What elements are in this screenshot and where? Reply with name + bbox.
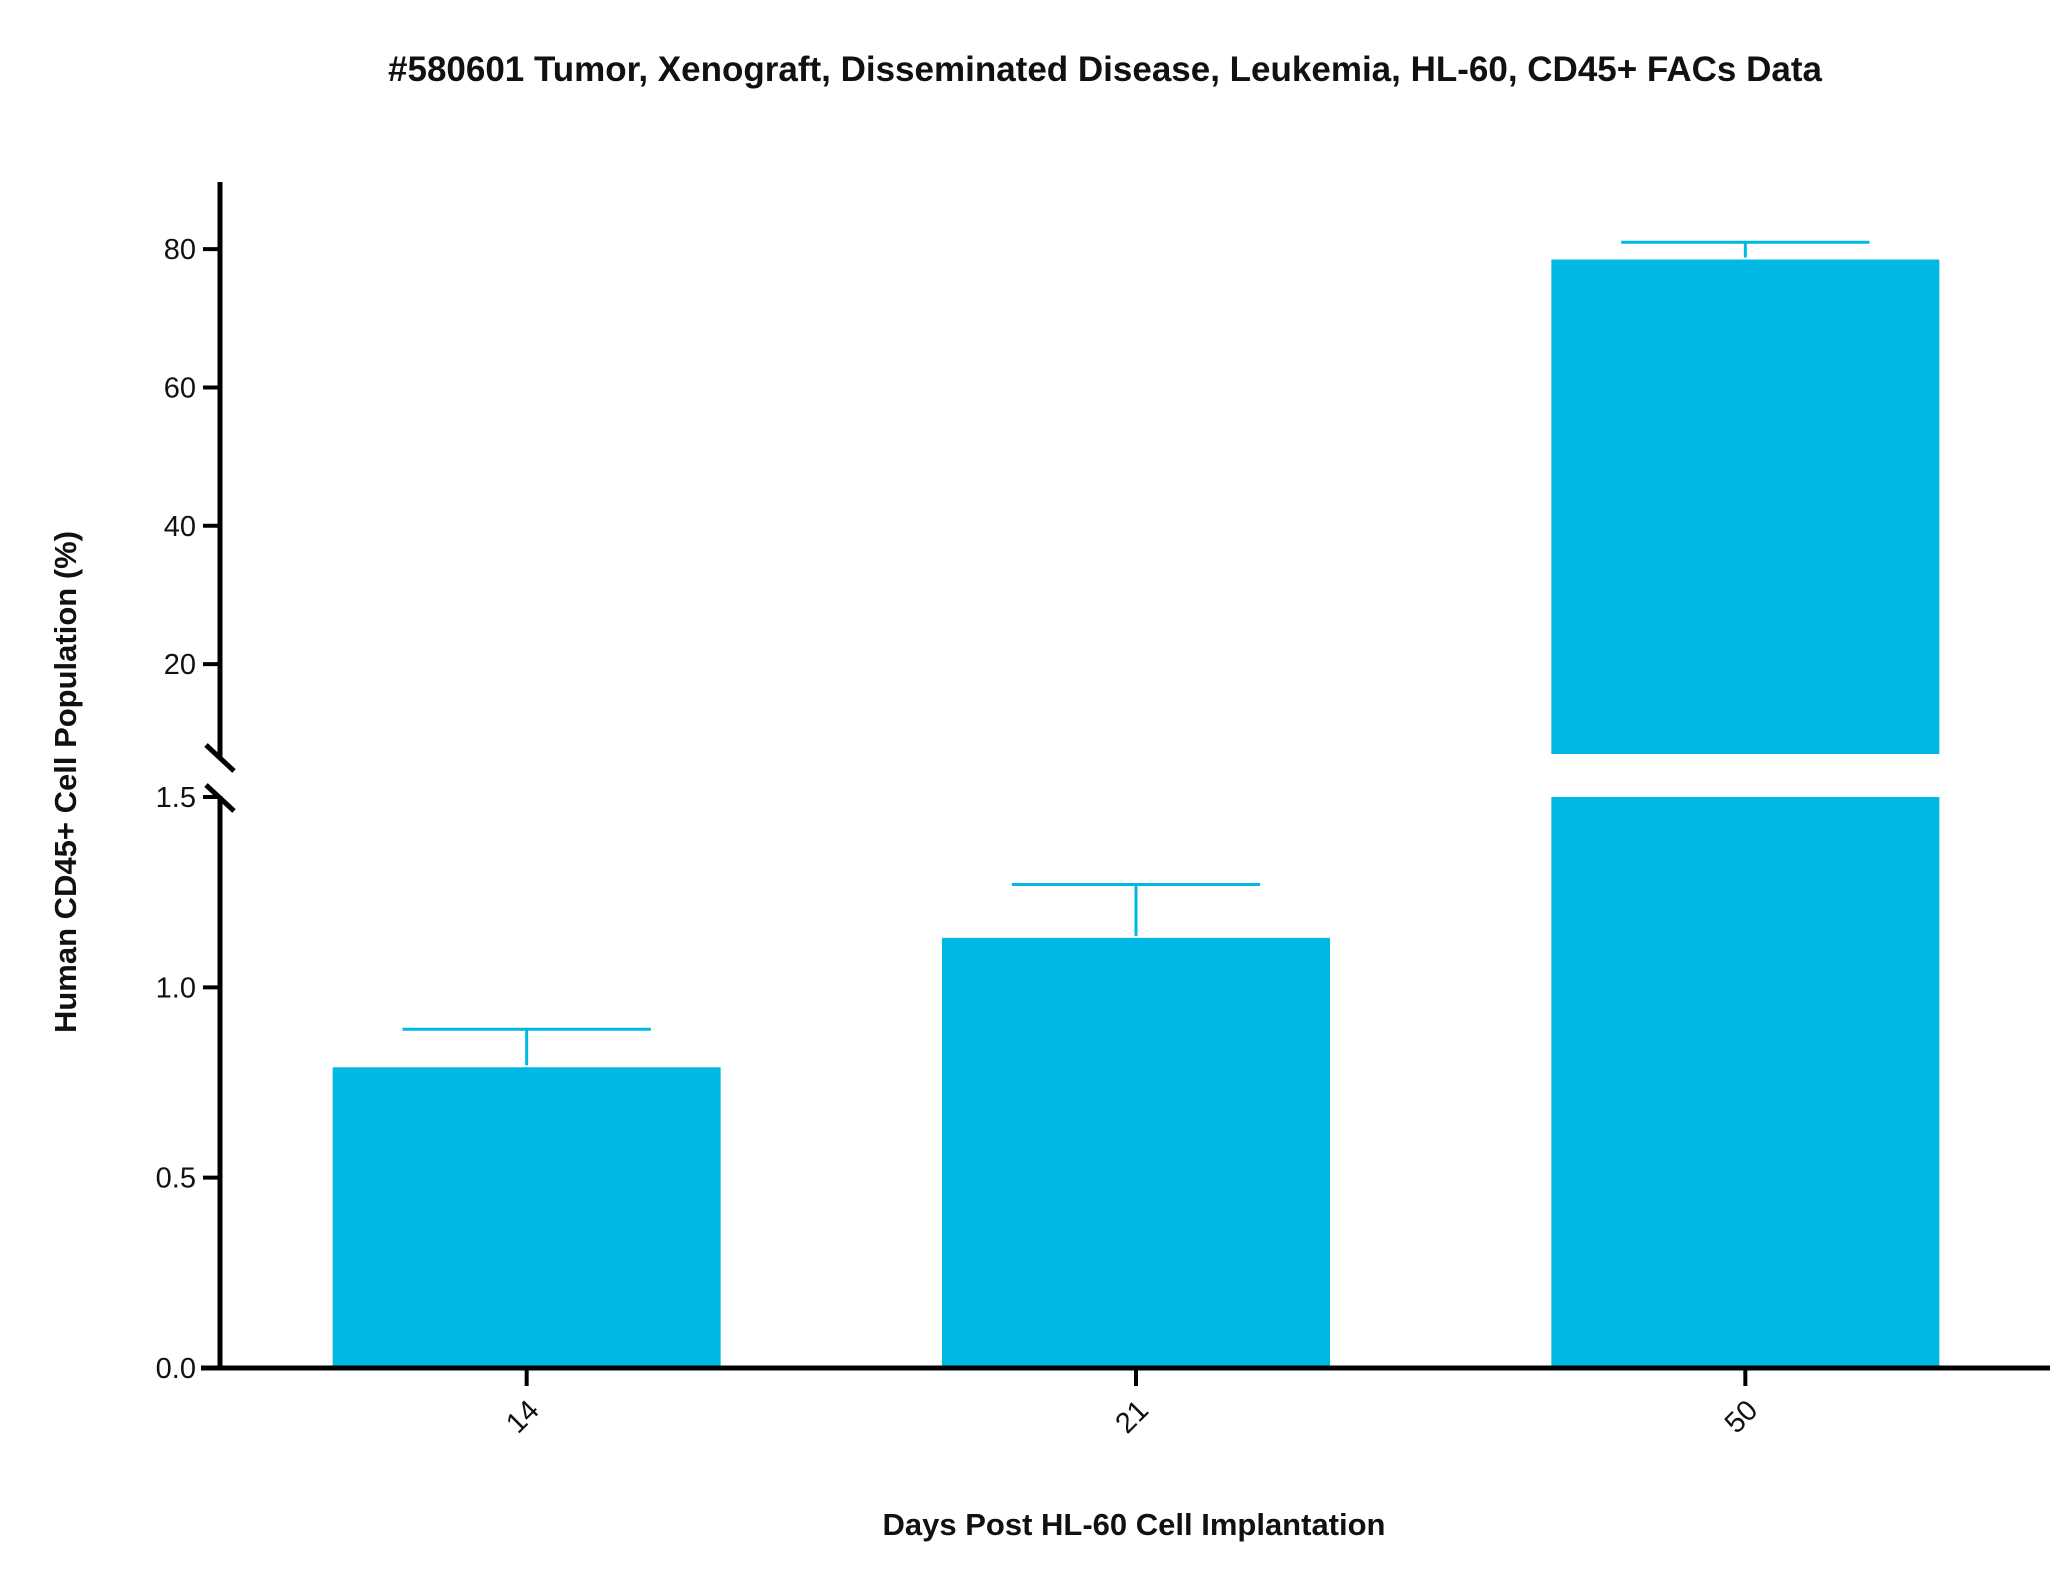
x-ticks: 14 21 50 <box>500 1370 1764 1440</box>
bar-50-upper <box>1551 259 1940 754</box>
y-tick-label-lower-0: 0.0 <box>156 1353 196 1385</box>
y-tick-label-lower-1: 0.5 <box>156 1163 196 1195</box>
x-tick-label-21: 21 <box>1110 1394 1155 1439</box>
bar-14 <box>332 1067 721 1368</box>
y-tick-label-upper-2: 60 <box>164 372 196 404</box>
y-tick-label-upper-3: 80 <box>164 234 196 266</box>
y-tick-label-upper-1: 40 <box>164 511 196 543</box>
bars-layer <box>332 259 1940 1368</box>
axes <box>201 182 2050 1371</box>
error-bar-21 <box>1011 883 1261 936</box>
chart-title: #580601 Tumor, Xenograft, Disseminated D… <box>388 50 1822 89</box>
error-bar-50 <box>1621 240 1870 258</box>
y-tick-label-upper-0: 20 <box>164 649 196 681</box>
x-tick-label-14: 14 <box>500 1394 545 1439</box>
error-bars-layer <box>402 240 1870 1066</box>
bar-50-lower <box>1551 797 1940 1368</box>
y-tick-label-lower-3: 1.5 <box>156 782 196 814</box>
error-bar-14 <box>402 1027 651 1066</box>
y-axis-title: Human CD45+ Cell Population (%) <box>48 531 83 1033</box>
y-tick-label-lower-2: 1.0 <box>156 972 196 1004</box>
y-ticks: 0.0 0.5 1.0 1.5 20 40 60 80 <box>156 234 220 1385</box>
axis-break-mark-upper <box>204 743 236 773</box>
x-tick-label-50: 50 <box>1719 1394 1764 1439</box>
bar-21 <box>942 937 1330 1368</box>
x-axis-title: Days Post HL-60 Cell Implantation <box>883 1507 1386 1542</box>
